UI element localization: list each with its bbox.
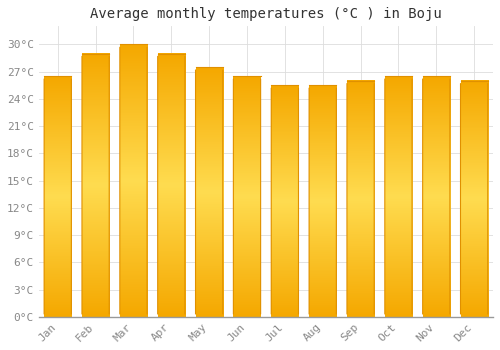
- Title: Average monthly temperatures (°C ) in Boju: Average monthly temperatures (°C ) in Bo…: [90, 7, 442, 21]
